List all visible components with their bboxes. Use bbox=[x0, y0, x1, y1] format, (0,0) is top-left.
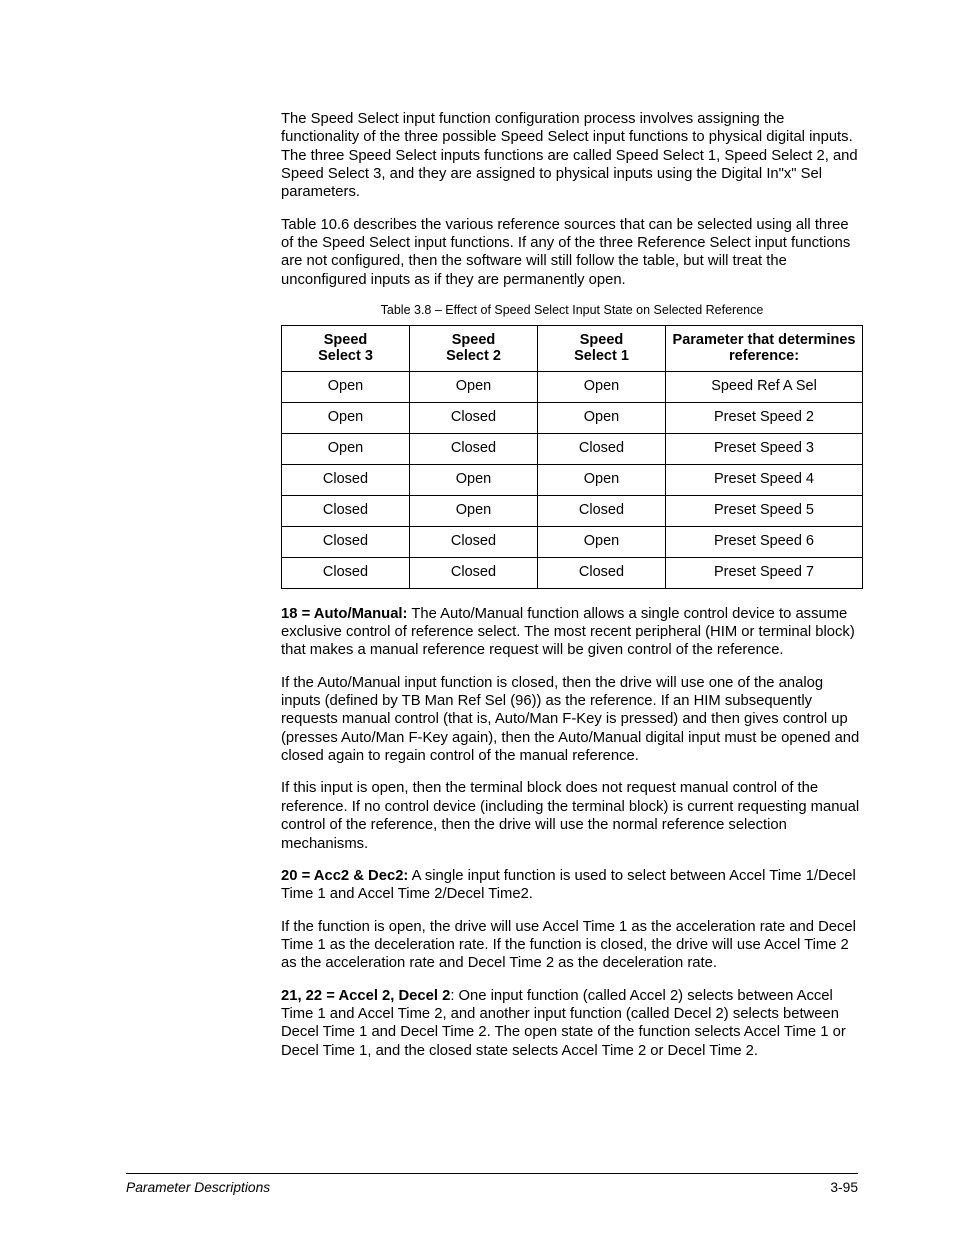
table-header-row: Speed Select 3 Speed Select 2 Speed Sele… bbox=[282, 325, 863, 371]
table-row: Closed Closed Open Preset Speed 6 bbox=[282, 526, 863, 557]
table-cell: Closed bbox=[410, 557, 538, 588]
table-cell: Closed bbox=[282, 557, 410, 588]
table-cell: Closed bbox=[410, 433, 538, 464]
table-caption: Table 3.8 – Effect of Speed Select Input… bbox=[281, 303, 863, 319]
paragraph-5: If this input is open, then the terminal… bbox=[281, 779, 863, 852]
table-row: Open Open Open Speed Ref A Sel bbox=[282, 371, 863, 402]
paragraph-7: If the function is open, the drive will … bbox=[281, 918, 863, 973]
table-header: Speed Select 3 bbox=[282, 325, 410, 371]
paragraph-1: The Speed Select input function configur… bbox=[281, 110, 863, 202]
header-line: Select 1 bbox=[574, 348, 629, 364]
table-header: Speed Select 1 bbox=[538, 325, 666, 371]
header-line: Speed bbox=[324, 332, 368, 348]
table-cell: Preset Speed 2 bbox=[666, 402, 863, 433]
table-row: Open Closed Closed Preset Speed 3 bbox=[282, 433, 863, 464]
table-cell: Open bbox=[410, 464, 538, 495]
paragraph-21-22: 21, 22 = Accel 2, Decel 2: One input fun… bbox=[281, 987, 863, 1060]
table-cell: Open bbox=[282, 433, 410, 464]
header-line: Select 3 bbox=[318, 348, 373, 364]
table-cell: Speed Ref A Sel bbox=[666, 371, 863, 402]
header-line: Speed bbox=[452, 332, 496, 348]
paragraph-4: If the Auto/Manual input function is clo… bbox=[281, 674, 863, 766]
table-cell: Preset Speed 5 bbox=[666, 495, 863, 526]
bold-label: 18 = Auto/Manual: bbox=[281, 606, 407, 622]
table-cell: Closed bbox=[282, 495, 410, 526]
table-cell: Closed bbox=[538, 557, 666, 588]
table-cell: Open bbox=[410, 371, 538, 402]
table-cell: Closed bbox=[282, 526, 410, 557]
table-row: Closed Closed Closed Preset Speed 7 bbox=[282, 557, 863, 588]
table-cell: Preset Speed 6 bbox=[666, 526, 863, 557]
paragraph-20: 20 = Acc2 & Dec2: A single input functio… bbox=[281, 867, 863, 904]
header-line: Select 2 bbox=[446, 348, 501, 364]
header-line: Speed bbox=[580, 332, 624, 348]
table-row: Closed Open Closed Preset Speed 5 bbox=[282, 495, 863, 526]
paragraph-2: Table 10.6 describes the various referen… bbox=[281, 216, 863, 289]
table-cell: Preset Speed 4 bbox=[666, 464, 863, 495]
page: The Speed Select input function configur… bbox=[0, 0, 954, 1235]
table-row: Open Closed Open Preset Speed 2 bbox=[282, 402, 863, 433]
table-cell: Open bbox=[410, 495, 538, 526]
table-header: Parameter that determines reference: bbox=[666, 325, 863, 371]
footer-page-number: 3-95 bbox=[830, 1180, 858, 1195]
table-cell: Closed bbox=[538, 495, 666, 526]
table-cell: Closed bbox=[282, 464, 410, 495]
footer-section-title: Parameter Descriptions bbox=[126, 1180, 270, 1195]
table-cell: Open bbox=[538, 402, 666, 433]
table-row: Closed Open Open Preset Speed 4 bbox=[282, 464, 863, 495]
table-cell: Closed bbox=[410, 526, 538, 557]
table-cell: Open bbox=[538, 371, 666, 402]
table-header: Speed Select 2 bbox=[410, 325, 538, 371]
table-cell: Open bbox=[282, 371, 410, 402]
table-cell: Closed bbox=[538, 433, 666, 464]
paragraph-18: 18 = Auto/Manual: The Auto/Manual functi… bbox=[281, 605, 863, 660]
table-cell: Open bbox=[538, 526, 666, 557]
header-line: Parameter that determines bbox=[673, 332, 856, 348]
speed-select-table: Speed Select 3 Speed Select 2 Speed Sele… bbox=[281, 325, 863, 589]
table-cell: Preset Speed 3 bbox=[666, 433, 863, 464]
table-cell: Open bbox=[282, 402, 410, 433]
bold-label: 20 = Acc2 & Dec2: bbox=[281, 868, 408, 884]
bold-label: 21, 22 = Accel 2, Decel 2 bbox=[281, 988, 450, 1004]
content-column: The Speed Select input function configur… bbox=[281, 110, 863, 1060]
table-cell: Open bbox=[538, 464, 666, 495]
header-line: reference: bbox=[729, 348, 799, 364]
page-footer: Parameter Descriptions 3-95 bbox=[126, 1173, 858, 1195]
table-cell: Closed bbox=[410, 402, 538, 433]
table-cell: Preset Speed 7 bbox=[666, 557, 863, 588]
